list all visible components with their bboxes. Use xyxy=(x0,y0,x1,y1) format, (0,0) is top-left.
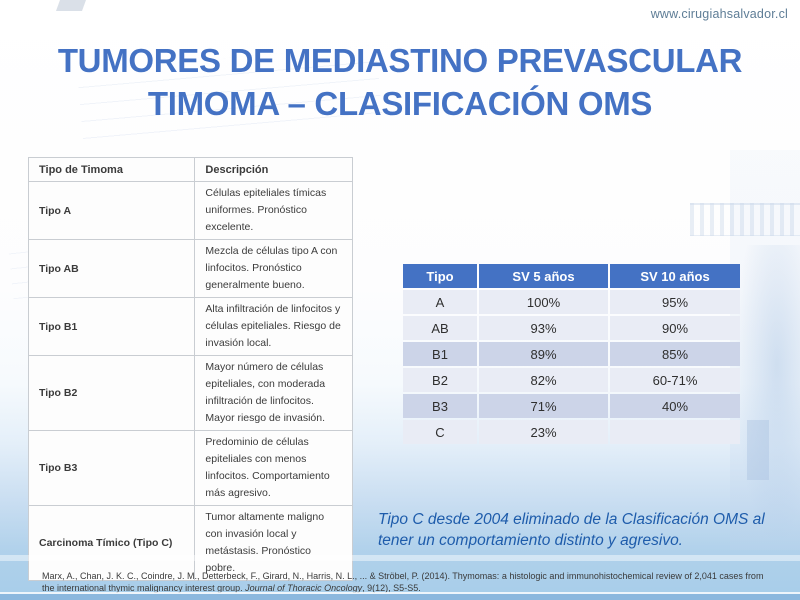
table-header-row: Tipo SV 5 años SV 10 años xyxy=(403,264,740,288)
background-sketch-foliage xyxy=(735,245,800,545)
citation-text: Marx, A., Chan, J. K. C., Coindre, J. M.… xyxy=(42,571,764,593)
timoma-description: Mezcla de células tipo A con linfocitos.… xyxy=(194,239,353,298)
timoma-description: Predominio de células epiteliales con me… xyxy=(194,430,353,506)
column-header-tipo-de-timoma: Tipo de Timoma xyxy=(27,157,196,182)
table-row: B2 82% 60-71% xyxy=(403,368,740,392)
table-row: C 23% xyxy=(403,420,740,444)
survival-sv10: 40% xyxy=(610,394,740,418)
table-row: Tipo B3 Predominio de células epiteliale… xyxy=(27,430,353,506)
survival-sv5: 71% xyxy=(479,394,608,418)
timoma-type: Tipo B1 xyxy=(27,297,196,356)
table-header-row: Tipo de Timoma Descripción xyxy=(27,157,353,182)
survival-sv5: 100% xyxy=(479,290,608,314)
title-line-1: TUMORES DE MEDIASTINO PREVASCULAR xyxy=(57,42,743,79)
survival-tipo: C xyxy=(403,420,477,444)
survival-tipo: A xyxy=(403,290,477,314)
timoma-type: Tipo B3 xyxy=(27,430,196,506)
table-row: Tipo A Células epiteliales tímicas unifo… xyxy=(27,181,353,240)
background-sketch-window xyxy=(747,420,769,480)
column-header-sv5: SV 5 años xyxy=(479,264,608,288)
title-line-2: TIMOMA – CLASIFICACIÓN OMS xyxy=(147,84,653,122)
column-header-descripcion: Descripción xyxy=(194,157,353,182)
survival-tipo: AB xyxy=(403,316,477,340)
timoma-type: Tipo AB xyxy=(27,239,196,298)
survival-sv5: 93% xyxy=(479,316,608,340)
table-row: Carcinoma Tímico (Tipo C) Tumor altament… xyxy=(27,505,353,581)
citation-journal: Journal of Thoracic Oncology xyxy=(245,582,363,593)
slide-title: TUMORES DE MEDIASTINO PREVASCULAR TIMOMA … xyxy=(0,40,800,126)
survival-sv5: 82% xyxy=(479,368,608,392)
table-row: Tipo B1 Alta infiltración de linfocitos … xyxy=(27,297,353,356)
survival-sv10: 90% xyxy=(610,316,740,340)
survival-sv5: 89% xyxy=(479,342,608,366)
survival-sv10: 60-71% xyxy=(610,368,740,392)
timoma-description: Tumor altamente maligno con invasión loc… xyxy=(194,505,353,581)
timoma-type: Tipo A xyxy=(27,181,196,240)
table-row: B3 71% 40% xyxy=(403,394,740,418)
bottom-strip xyxy=(0,594,800,600)
survival-sv10: 95% xyxy=(610,290,740,314)
background-sketch-mark xyxy=(55,0,87,11)
timoma-description: Mayor número de células epiteliales, con… xyxy=(194,355,353,431)
note-text: Tipo C desde 2004 eliminado de la Clasif… xyxy=(378,511,765,549)
bottom-divider-line xyxy=(0,592,800,594)
citation-pages: , 9(12), S5-S5. xyxy=(362,582,421,593)
website-url: www.cirugiahsalvador.cl xyxy=(650,7,788,21)
table-row: A 100% 95% xyxy=(403,290,740,314)
timoma-type: Carcinoma Tímico (Tipo C) xyxy=(27,505,196,581)
timoma-description: Alta infiltración de linfocitos y célula… xyxy=(194,297,353,356)
column-header-tipo: Tipo xyxy=(403,264,477,288)
survival-sv10: 85% xyxy=(610,342,740,366)
survival-sv5: 23% xyxy=(479,420,608,444)
survival-table: Tipo SV 5 años SV 10 años A 100% 95% AB … xyxy=(401,262,742,446)
timoma-description: Células epiteliales tímicas uniformes. P… xyxy=(194,181,353,240)
table-row: B1 89% 85% xyxy=(403,342,740,366)
table-row: Tipo B2 Mayor número de células epitelia… xyxy=(27,355,353,431)
bottom-highlight-band xyxy=(0,555,800,561)
survival-sv10 xyxy=(610,420,740,444)
survival-tipo: B2 xyxy=(403,368,477,392)
column-header-sv10: SV 10 años xyxy=(610,264,740,288)
table-row: AB 93% 90% xyxy=(403,316,740,340)
timoma-type: Tipo B2 xyxy=(27,355,196,431)
background-sketch-cornice xyxy=(690,203,800,236)
survival-tipo: B1 xyxy=(403,342,477,366)
timoma-classification-table: Tipo de Timoma Descripción Tipo A Célula… xyxy=(27,157,353,581)
survival-tipo: B3 xyxy=(403,394,477,418)
citation: Marx, A., Chan, J. K. C., Coindre, J. M.… xyxy=(42,571,777,594)
table-row: Tipo AB Mezcla de células tipo A con lin… xyxy=(27,239,353,298)
